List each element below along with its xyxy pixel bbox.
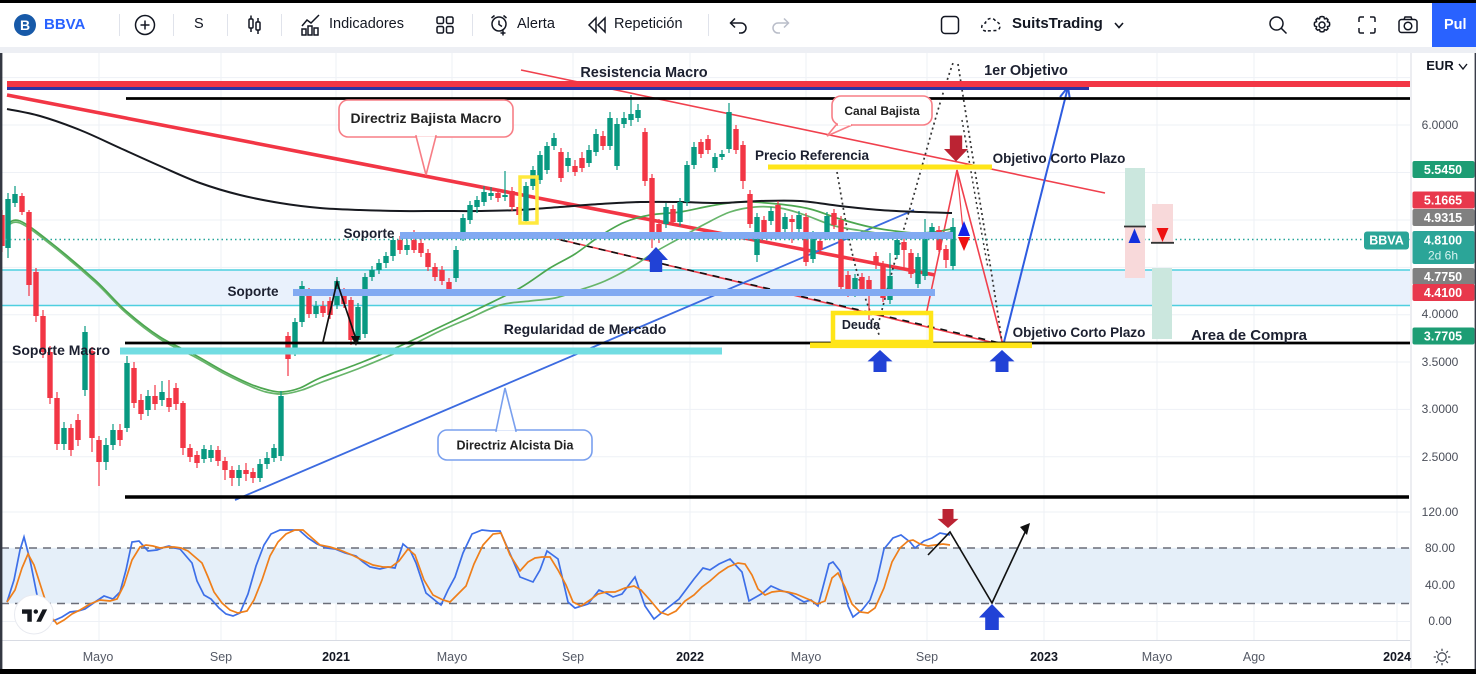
svg-text:Directriz Alcista Dia: Directriz Alcista Dia <box>457 439 575 453</box>
svg-text:2021: 2021 <box>322 650 350 664</box>
svg-text:3.5000: 3.5000 <box>1422 355 1459 369</box>
svg-text:6.0000: 6.0000 <box>1422 118 1459 132</box>
svg-text:Precio Referencia: Precio Referencia <box>755 148 870 163</box>
svg-text:2024: 2024 <box>1383 650 1411 664</box>
svg-text:40.00: 40.00 <box>1425 578 1455 592</box>
svg-text:Regularidad de Mercado: Regularidad de Mercado <box>504 321 667 337</box>
svg-text:Sep: Sep <box>562 650 584 664</box>
svg-text:Directriz Bajista Macro: Directriz Bajista Macro <box>351 110 502 126</box>
svg-text:5.1665: 5.1665 <box>1424 193 1462 207</box>
svg-text:1er Objetivo: 1er Objetivo <box>984 63 1068 79</box>
svg-text:2d 6h: 2d 6h <box>1428 249 1458 263</box>
svg-text:Mayo: Mayo <box>1142 650 1173 664</box>
svg-text:4.4100: 4.4100 <box>1424 286 1462 300</box>
svg-text:3.0000: 3.0000 <box>1422 402 1459 416</box>
svg-text:BBVA: BBVA <box>1369 234 1404 248</box>
svg-text:Soporte: Soporte <box>343 226 394 241</box>
svg-text:Objetivo Corto Plazo: Objetivo Corto Plazo <box>1013 325 1146 340</box>
svg-text:2.5000: 2.5000 <box>1422 450 1459 464</box>
svg-text:Deuda: Deuda <box>842 318 881 332</box>
svg-text:Soporte: Soporte <box>227 284 278 299</box>
svg-text:4.0000: 4.0000 <box>1422 307 1459 321</box>
svg-text:Soporte Macro: Soporte Macro <box>12 342 110 358</box>
svg-text:Sep: Sep <box>210 650 232 664</box>
svg-text:Area de Compra: Area de Compra <box>1191 327 1308 344</box>
svg-text:Sep: Sep <box>916 650 938 664</box>
svg-text:5.5450: 5.5450 <box>1424 163 1462 177</box>
svg-text:Ago: Ago <box>1243 650 1265 664</box>
svg-text:Mayo: Mayo <box>437 650 468 664</box>
svg-text:3.7705: 3.7705 <box>1424 329 1462 343</box>
svg-text:4.9315: 4.9315 <box>1424 211 1462 225</box>
svg-text:2023: 2023 <box>1030 650 1058 664</box>
svg-text:0.00: 0.00 <box>1428 614 1452 628</box>
svg-text:80.00: 80.00 <box>1425 541 1455 555</box>
svg-text:EUR: EUR <box>1426 58 1454 73</box>
svg-text:120.00: 120.00 <box>1422 505 1459 519</box>
svg-text:4.8100: 4.8100 <box>1424 234 1462 248</box>
svg-text:Mayo: Mayo <box>83 650 114 664</box>
svg-text:Objetivo Corto Plazo: Objetivo Corto Plazo <box>993 151 1126 166</box>
svg-text:Resistencia Macro: Resistencia Macro <box>580 65 707 81</box>
svg-text:2022: 2022 <box>676 650 704 664</box>
svg-text:Canal Bajista: Canal Bajista <box>844 104 920 118</box>
svg-text:4.7750: 4.7750 <box>1424 270 1462 284</box>
svg-text:Mayo: Mayo <box>791 650 822 664</box>
